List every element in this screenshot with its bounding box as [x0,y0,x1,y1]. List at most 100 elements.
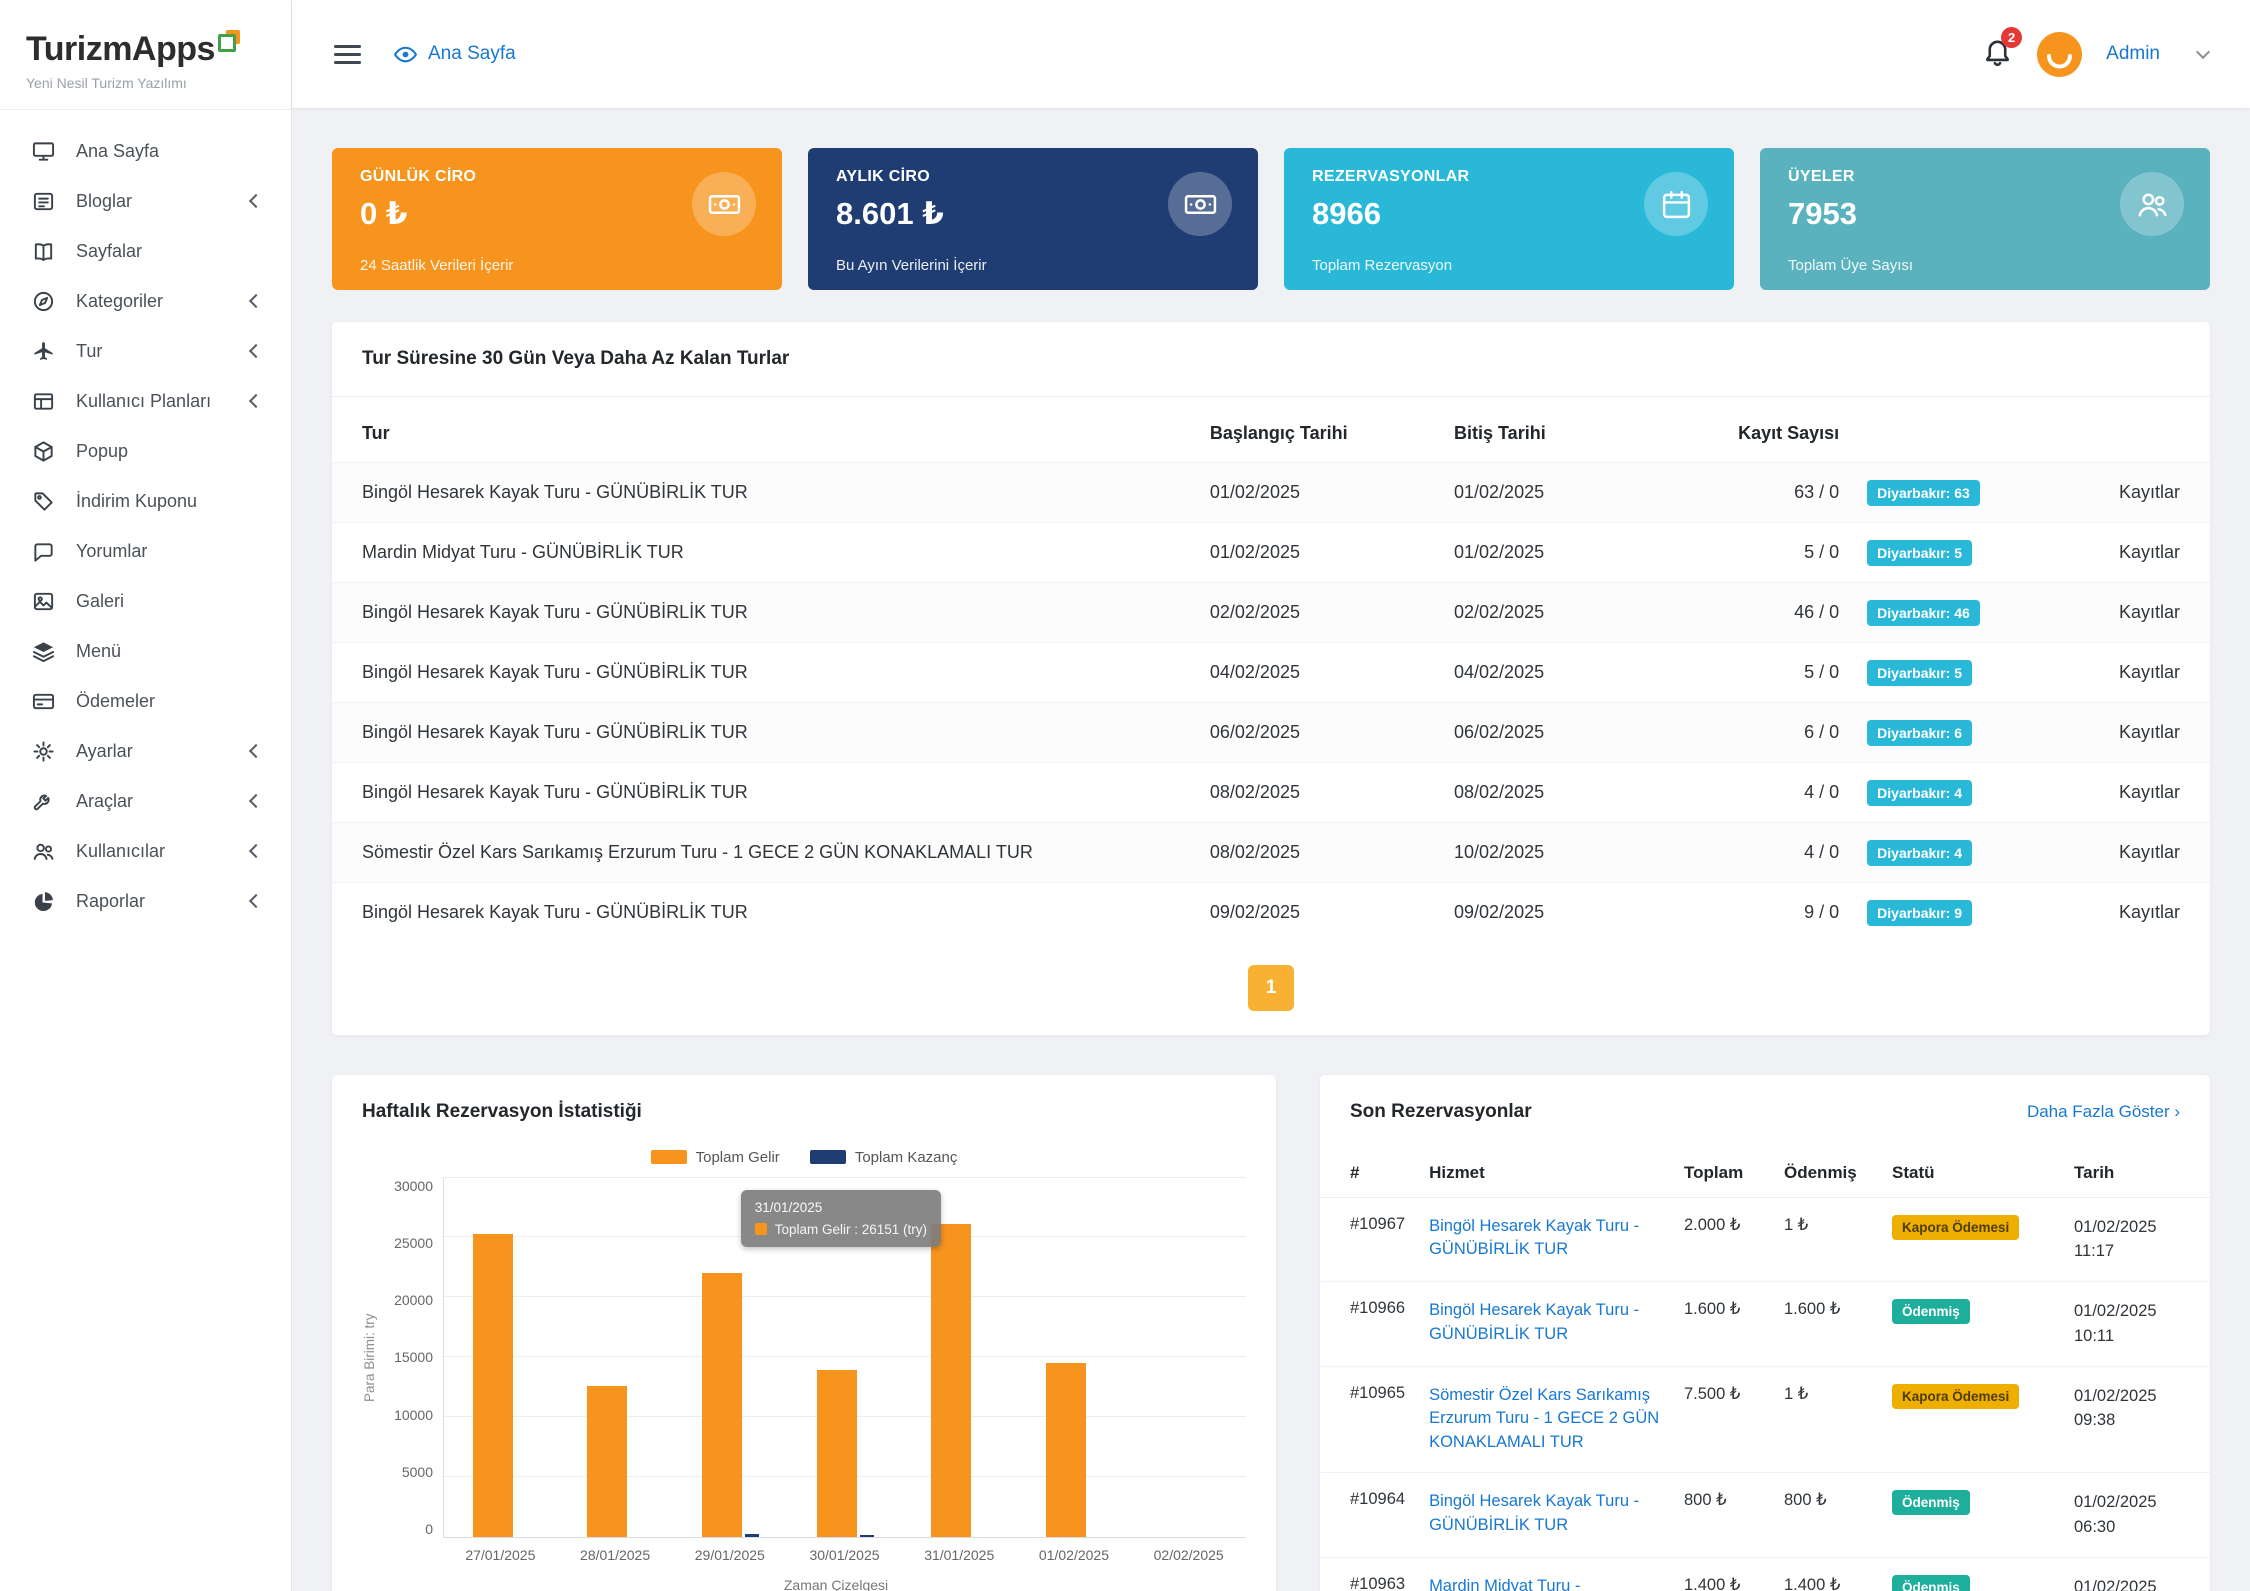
chevron-left-icon [249,894,263,908]
user-name[interactable]: Admin [2106,43,2160,65]
city-count-badge: Diyarbakır: 9 [1867,900,1972,926]
sidebar-item-kullan-c-planlar[interactable]: Kullanıcı Planları [0,376,291,426]
reservation-service-link[interactable]: Bingöl Hesarek Kayak Turu - GÜNÜBİRLİK T… [1429,1492,1639,1534]
pie-icon [32,890,55,913]
sidebar-item-kategoriler[interactable]: Kategoriler [0,276,291,326]
col-status: Statü [1880,1149,2062,1198]
tour-start-date: 02/02/2025 [1196,583,1440,643]
sidebar-item-sayfalar[interactable]: Sayfalar [0,226,291,276]
stat-card-title: GÜNLÜK CİRO [360,168,754,186]
status-badge: Kapora Ödemesi [1892,1384,2019,1409]
bar-gelir[interactable] [702,1273,742,1536]
tour-row: Mardin Midyat Turu - GÜNÜBİRLİK TUR01/02… [332,523,2210,583]
compass-icon [32,290,55,313]
bar-gelir[interactable] [817,1370,857,1536]
records-link[interactable]: Kayıtlar [2041,463,2210,523]
legend-item[interactable]: Toplam Kazanç [810,1149,958,1166]
records-link[interactable]: Kayıtlar [2041,523,2210,583]
records-link[interactable]: Kayıtlar [2041,823,2210,883]
city-count-badge: Diyarbakır: 5 [1867,540,1972,566]
records-link[interactable]: Kayıtlar [2041,583,2210,643]
tour-name: Bingöl Hesarek Kayak Turu - GÜNÜBİRLİK T… [332,763,1196,823]
tours-table-header: Tur Başlangıç Tarihi Bitiş Tarihi Kayıt … [332,397,2210,463]
reservation-total: 7.500 ₺ [1672,1366,1772,1473]
tour-end-date: 02/02/2025 [1440,583,1684,643]
bar-gelir[interactable] [587,1386,627,1537]
user-avatar[interactable] [2037,32,2082,77]
bar-gelir[interactable] [473,1234,513,1537]
reservation-service-link[interactable]: Bingöl Hesarek Kayak Turu - GÜNÜBİRLİK T… [1429,1301,1639,1343]
records-link[interactable]: Kayıtlar [2041,763,2210,823]
y-tick-label: 10000 [394,1407,433,1423]
topbar-right: 2 Admin [1982,32,2208,77]
sidebar-item-ana-sayfa[interactable]: Ana Sayfa [0,126,291,176]
tour-record-count: 63 / 0 [1684,463,1853,523]
stat-card-subtitle: Toplam Rezervasyon [1312,257,1452,274]
sidebar-item-bloglar[interactable]: Bloglar [0,176,291,226]
reservation-service-link[interactable]: Bingöl Hesarek Kayak Turu - GÜNÜBİRLİK T… [1429,1217,1639,1259]
calendar-icon [1660,188,1693,221]
col-end-date: Bitiş Tarihi [1440,397,1684,463]
sidebar-item-i-ndirim-kuponu[interactable]: İndirim Kuponu [0,476,291,526]
sidebar-item-demeler[interactable]: Ödemeler [0,676,291,726]
bar-gelir[interactable] [931,1224,971,1537]
weekly-stats-panel: Haftalık Rezervasyon İstatistiği Toplam … [332,1075,1276,1591]
reservation-service-link[interactable]: Sömestir Özel Kars Sarıkamış Erzurum Tur… [1429,1386,1659,1452]
reservation-row: #10966Bingöl Hesarek Kayak Turu - GÜNÜBİ… [1320,1282,2210,1367]
stat-card-icon-circle [1168,172,1232,236]
chevron-down-icon[interactable] [2196,45,2210,59]
x-tick-label: 01/02/2025 [1017,1547,1132,1563]
bar-group [559,1178,674,1537]
tour-record-count: 46 / 0 [1684,583,1853,643]
legend-item[interactable]: Toplam Gelir [651,1149,780,1166]
reservations-title: Son Rezervasyonlar [1350,1101,1532,1123]
records-link[interactable]: Kayıtlar [2041,883,2210,943]
reservation-paid: 800 ₺ [1772,1473,1880,1558]
col-start-date: Başlangıç Tarihi [1196,397,1440,463]
stat-card-2: AYLIK CİRO8.601 ₺Bu Ayın Verilerini İçer… [808,148,1258,290]
legend-label: Toplam Gelir [696,1149,780,1166]
pagination-page-1[interactable]: 1 [1248,965,1294,1011]
bar-group [1017,1178,1132,1537]
show-more-link[interactable]: Daha Fazla Göster › [2027,1102,2180,1122]
bar-kazanc[interactable] [860,1535,874,1537]
tour-record-count: 5 / 0 [1684,643,1853,703]
users-icon [32,840,55,863]
bar-gelir[interactable] [1046,1363,1086,1537]
hamburger-menu-icon[interactable] [334,45,361,64]
tour-start-date: 09/02/2025 [1196,883,1440,943]
col-total: Toplam [1672,1149,1772,1198]
sidebar-item-men[interactable]: Menü [0,626,291,676]
notifications-button[interactable]: 2 [1982,36,2013,72]
main-area: Ana Sayfa 2 Admin GÜNLÜK CİRO0 ₺24 Saatl… [292,0,2250,1591]
sidebar-item-galeri[interactable]: Galeri [0,576,291,626]
brand-logo-icon [218,30,240,52]
sidebar-item-label: Kullanıcılar [76,841,165,862]
bar-kazanc[interactable] [745,1534,759,1536]
sidebar-item-yorumlar[interactable]: Yorumlar [0,526,291,576]
sidebar-item-ara-lar[interactable]: Araçlar [0,776,291,826]
bar-group [1131,1178,1246,1537]
banknote-icon [1184,188,1217,221]
tour-row: Bingöl Hesarek Kayak Turu - GÜNÜBİRLİK T… [332,583,2210,643]
records-link[interactable]: Kayıtlar [2041,703,2210,763]
app-root: TurizmApps Yeni Nesil Turizm Yazılımı An… [0,0,2250,1591]
chart-body: Para Birimi: try 30000250002000015000100… [362,1178,1246,1563]
sidebar-item-kullan-c-lar[interactable]: Kullanıcılar [0,826,291,876]
tour-row: Bingöl Hesarek Kayak Turu - GÜNÜBİRLİK T… [332,883,2210,943]
sidebar-item-ayarlar[interactable]: Ayarlar [0,726,291,776]
x-tick-label: 31/01/2025 [902,1547,1017,1563]
sidebar-item-raporlar[interactable]: Raporlar [0,876,291,926]
x-tick-label: 27/01/2025 [443,1547,558,1563]
records-link[interactable]: Kayıtlar [2041,643,2210,703]
stat-cards: GÜNLÜK CİRO0 ₺24 Saatlik Verileri İçerir… [332,148,2210,290]
notification-count-badge: 2 [2001,27,2022,48]
y-axis-ticks: 300002500020000150001000050000 [379,1178,443,1538]
sidebar-item-popup[interactable]: Popup [0,426,291,476]
sidebar-item-tur[interactable]: Tur [0,326,291,376]
tour-end-date: 09/02/2025 [1440,883,1684,943]
brand[interactable]: TurizmApps Yeni Nesil Turizm Yazılımı [0,0,291,110]
breadcrumb[interactable]: Ana Sayfa [393,42,516,67]
reservation-service-link[interactable]: Mardin Midyat Turu - GÜNÜBİRLİK TUR [1429,1577,1580,1591]
tour-row: Bingöl Hesarek Kayak Turu - GÜNÜBİRLİK T… [332,703,2210,763]
